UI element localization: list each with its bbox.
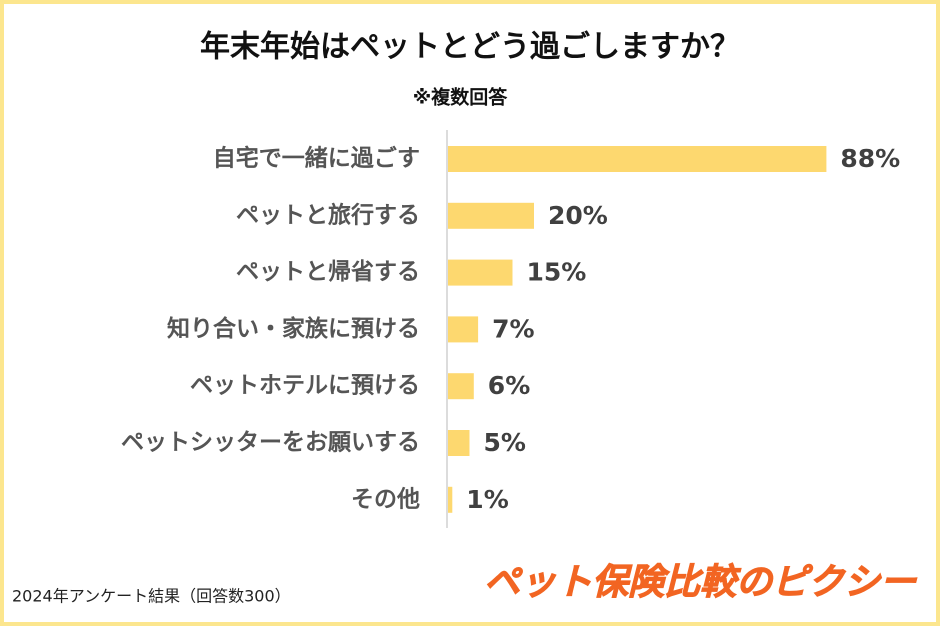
category-label: ペットと旅行する xyxy=(236,201,420,228)
bar xyxy=(448,430,470,456)
logo: ペット保険比較のピクシー xyxy=(484,562,917,603)
value-label: 15% xyxy=(527,258,587,287)
value-label: 88% xyxy=(840,144,900,173)
category-label: その他 xyxy=(351,486,420,512)
bar xyxy=(448,373,474,400)
value-label: 1% xyxy=(466,485,508,514)
chart-subtitle: ※複数回答 xyxy=(413,86,508,109)
bar xyxy=(448,146,827,172)
category-label: ペットホテルに預ける xyxy=(190,373,420,399)
value-label: 7% xyxy=(492,314,534,343)
value-label: 20% xyxy=(548,201,608,230)
category-label: 自宅で一緒に過ごす xyxy=(213,145,420,172)
chart-title: 年末年始はペットとどう過ごしますか？ xyxy=(200,30,740,65)
bar xyxy=(448,316,479,343)
category-label: ペットと帰省する xyxy=(236,259,420,285)
category-label: ペットシッターをお願いする xyxy=(121,430,420,456)
bar xyxy=(448,486,453,513)
bar xyxy=(448,259,513,286)
category-label: 知り合い・家族に預ける xyxy=(167,315,420,342)
bar xyxy=(448,202,534,229)
source-note: 2024年アンケート結果（回答数300） xyxy=(12,587,291,606)
value-label: 5% xyxy=(484,428,526,457)
value-label: 6% xyxy=(488,371,530,400)
